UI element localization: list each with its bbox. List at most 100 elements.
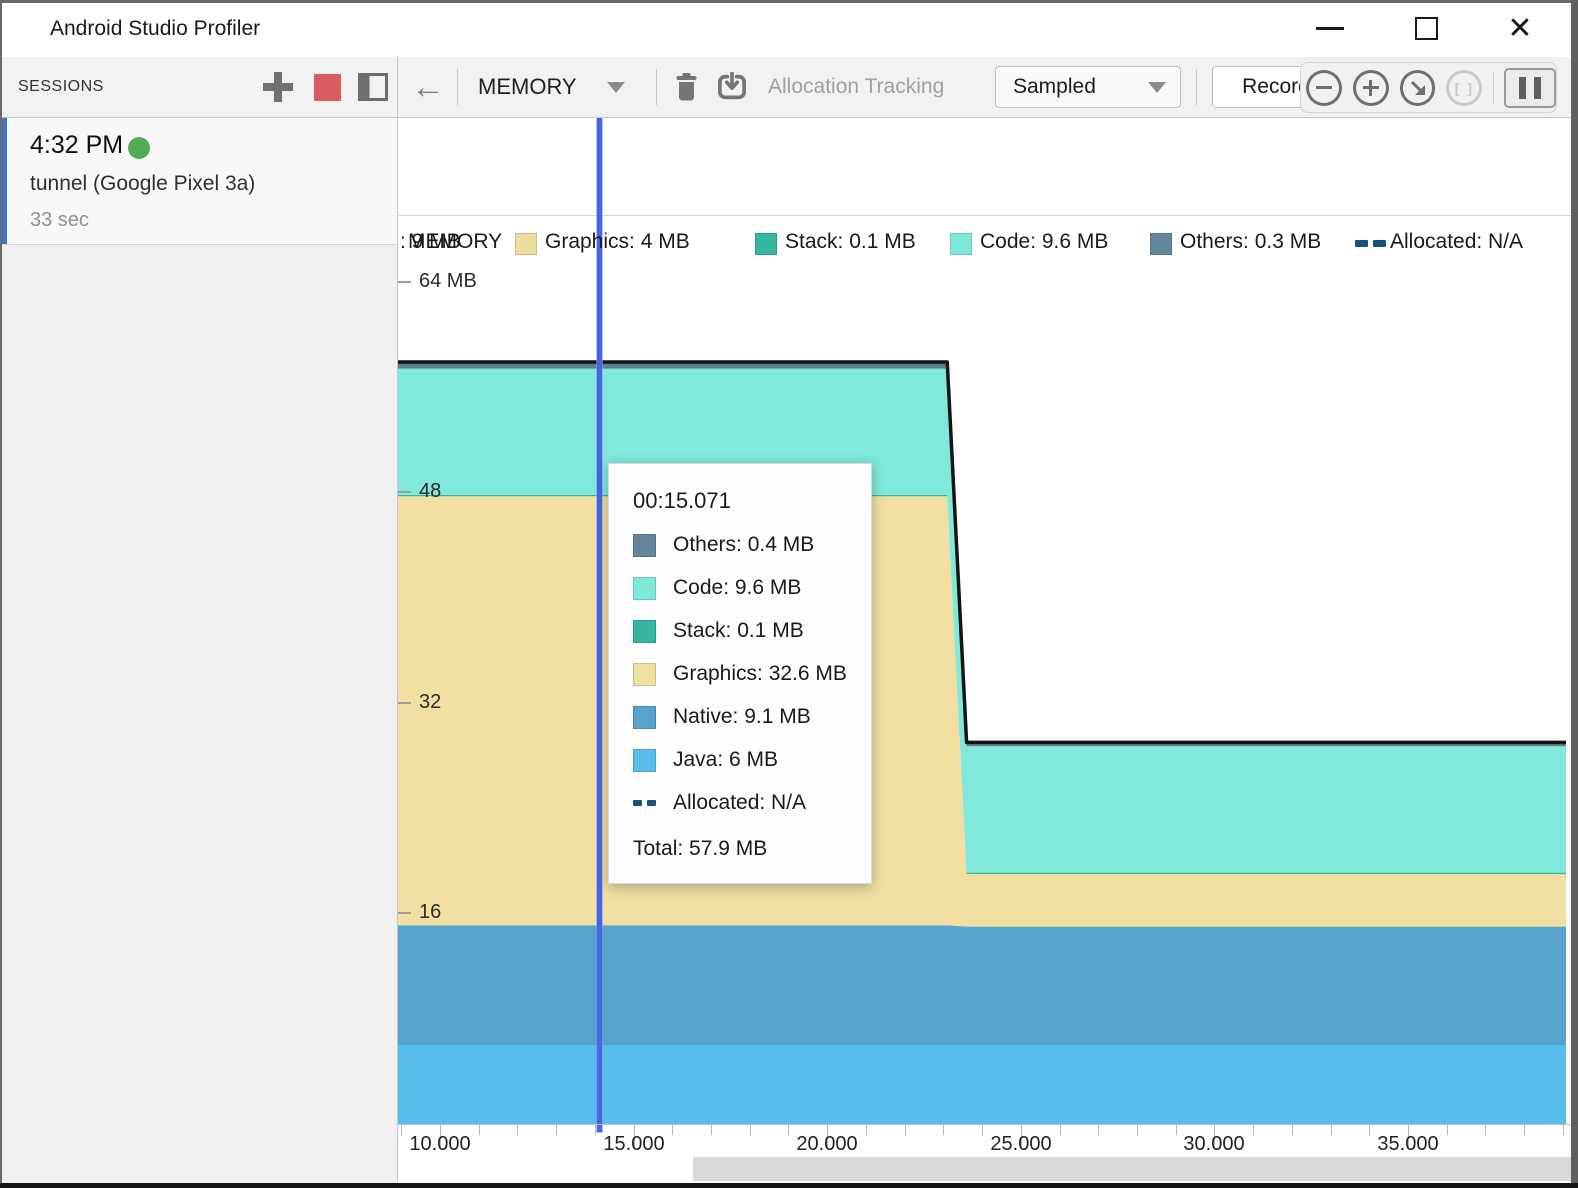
- legend-swatch-code: [950, 233, 972, 255]
- title-bar: Android Studio Profiler ✕: [0, 0, 1578, 57]
- x-axis-tick: [1137, 1125, 1138, 1135]
- y-axis-label: 64 MB: [419, 269, 477, 292]
- legend-swatch-stack: [755, 233, 777, 255]
- pause-button[interactable]: [1504, 67, 1557, 108]
- add-session-button[interactable]: [260, 72, 296, 102]
- tooltip-swatch-allocated: [633, 800, 656, 806]
- allocation-tracking-label[interactable]: Allocation Tracking: [768, 75, 945, 98]
- session-device: tunnel (Google Pixel 3a): [30, 172, 256, 195]
- total-memory-line: [398, 360, 1566, 745]
- x-axis-label: 35.000: [1377, 1133, 1439, 1155]
- legend-item-others: Others: 0.3 MB: [1180, 230, 1322, 253]
- zoom-to-selection-button[interactable]: [ ]: [1446, 69, 1483, 106]
- x-axis-tick: [1021, 1125, 1022, 1148]
- x-axis-tick: [1369, 1125, 1370, 1135]
- tooltip-row: Graphics: 32.6 MB: [633, 662, 871, 686]
- selected-session-accent: [0, 118, 7, 244]
- session-list-item[interactable]: 4:32 PM tunnel (Google Pixel 3a) 33 sec: [0, 118, 397, 245]
- window-border-top: [0, 0, 1578, 3]
- x-axis-tick: [440, 1125, 441, 1148]
- sessions-panel: 4:32 PM tunnel (Google Pixel 3a) 33 sec: [0, 118, 398, 1183]
- chevron-down-icon: [1148, 81, 1166, 93]
- legend-clipped-item: : 9 MB: [400, 230, 461, 253]
- sampling-mode-value: Sampled: [1013, 75, 1096, 98]
- window-border-left: [0, 0, 2, 1188]
- tooltip-row: Java: 6 MB: [633, 748, 871, 772]
- x-axis-line: [398, 1124, 1578, 1125]
- collapse-panel-button[interactable]: [356, 73, 390, 101]
- x-axis-tick: [556, 1125, 557, 1135]
- maximize-button[interactable]: [1394, 0, 1458, 57]
- toolbar-separator: [1196, 69, 1197, 105]
- toolbar-separator: [457, 69, 458, 105]
- close-icon: ✕: [1507, 11, 1533, 45]
- minimize-icon: [1316, 27, 1344, 30]
- tooltip-total: Total: 57.9 MB: [633, 837, 768, 860]
- x-axis-label: 15.000: [603, 1133, 665, 1155]
- area-java: [398, 1045, 1566, 1124]
- session-duration: 33 sec: [30, 209, 89, 231]
- legend-swatch-allocated: [1355, 240, 1386, 247]
- x-axis-tick: [827, 1125, 828, 1148]
- sessions-toolbar: SESSIONS: [0, 57, 398, 117]
- live-session-dot-icon: [128, 137, 150, 159]
- sampling-mode-select[interactable]: Sampled: [995, 66, 1181, 108]
- x-axis-label: 20.000: [796, 1133, 858, 1155]
- stage-dropdown-label: MEMORY: [478, 74, 577, 99]
- overlay-separator: [1493, 70, 1495, 105]
- zoom-out-button[interactable]: [1306, 69, 1342, 106]
- legend-item-graphics: Graphics: 4 MB: [545, 230, 690, 253]
- back-arrow-icon: ←: [411, 68, 445, 106]
- reset-zoom-button[interactable]: [1399, 69, 1436, 106]
- maximize-icon: [1414, 17, 1438, 40]
- zoom-controls-panel: [ ]: [1300, 62, 1557, 113]
- legend-swatch-graphics: [515, 233, 537, 255]
- x-axis-tick: [905, 1125, 906, 1135]
- x-axis-tick: [943, 1125, 944, 1135]
- legend-item-stack: Stack: 0.1 MB: [785, 230, 916, 253]
- y-axis-label: 32: [419, 690, 442, 713]
- y-axis-label: 48: [419, 480, 442, 503]
- pause-icon: [1519, 76, 1527, 99]
- heap-dump-icon: [718, 72, 746, 100]
- stop-icon: [313, 73, 341, 101]
- memory-chart-pane[interactable]: : 9 MB MEMORY Graphics: 4 MB Stack: 0.1 …: [398, 118, 1578, 1183]
- gc-trash-button[interactable]: [668, 57, 704, 117]
- sessions-header: SESSIONS: [18, 78, 104, 95]
- tooltip-swatch-java: [633, 748, 656, 772]
- y-axis-tick: [398, 491, 411, 494]
- horizontal-scrollbar-thumb[interactable]: [693, 1157, 1578, 1181]
- stage-label: MEMORY: [408, 230, 503, 253]
- zoom-in-button[interactable]: [1352, 69, 1389, 106]
- minus-icon: [1315, 85, 1332, 90]
- x-axis-tick: [1060, 1125, 1061, 1135]
- x-axis-tick: [1563, 1125, 1564, 1135]
- back-button[interactable]: ←: [406, 57, 450, 117]
- legend-item-allocated: Allocated: N/A: [1390, 230, 1524, 253]
- x-axis-tick: [750, 1125, 751, 1135]
- x-axis-tick: [517, 1125, 518, 1135]
- minimize-button[interactable]: [1298, 0, 1362, 57]
- tooltip-swatch-code: [633, 576, 656, 600]
- x-axis-tick: [711, 1125, 712, 1135]
- stop-session-button[interactable]: [312, 73, 342, 101]
- close-button[interactable]: ✕: [1488, 0, 1552, 57]
- y-axis-tick: [398, 701, 411, 704]
- stage-dropdown[interactable]: MEMORY: [478, 57, 625, 117]
- heap-dump-button[interactable]: [712, 57, 752, 117]
- y-axis-tick: [398, 912, 411, 915]
- plus-icon: [263, 72, 293, 102]
- x-axis-tick: [1176, 1125, 1177, 1135]
- legend-swatch-others: [1150, 233, 1172, 255]
- toolbar-separator: [656, 69, 657, 105]
- x-axis-tick: [1253, 1125, 1254, 1135]
- y-axis-label: 16: [419, 901, 442, 924]
- x-axis-tick: [595, 1125, 596, 1135]
- selection-timeline-line[interactable]: [597, 118, 602, 1132]
- session-time: 4:32 PM: [30, 131, 124, 159]
- tooltip-swatch-graphics: [633, 662, 656, 686]
- trash-icon: [676, 73, 696, 101]
- x-axis-label: 30.000: [1183, 1133, 1245, 1155]
- tooltip-time: 00:15.071: [633, 488, 731, 513]
